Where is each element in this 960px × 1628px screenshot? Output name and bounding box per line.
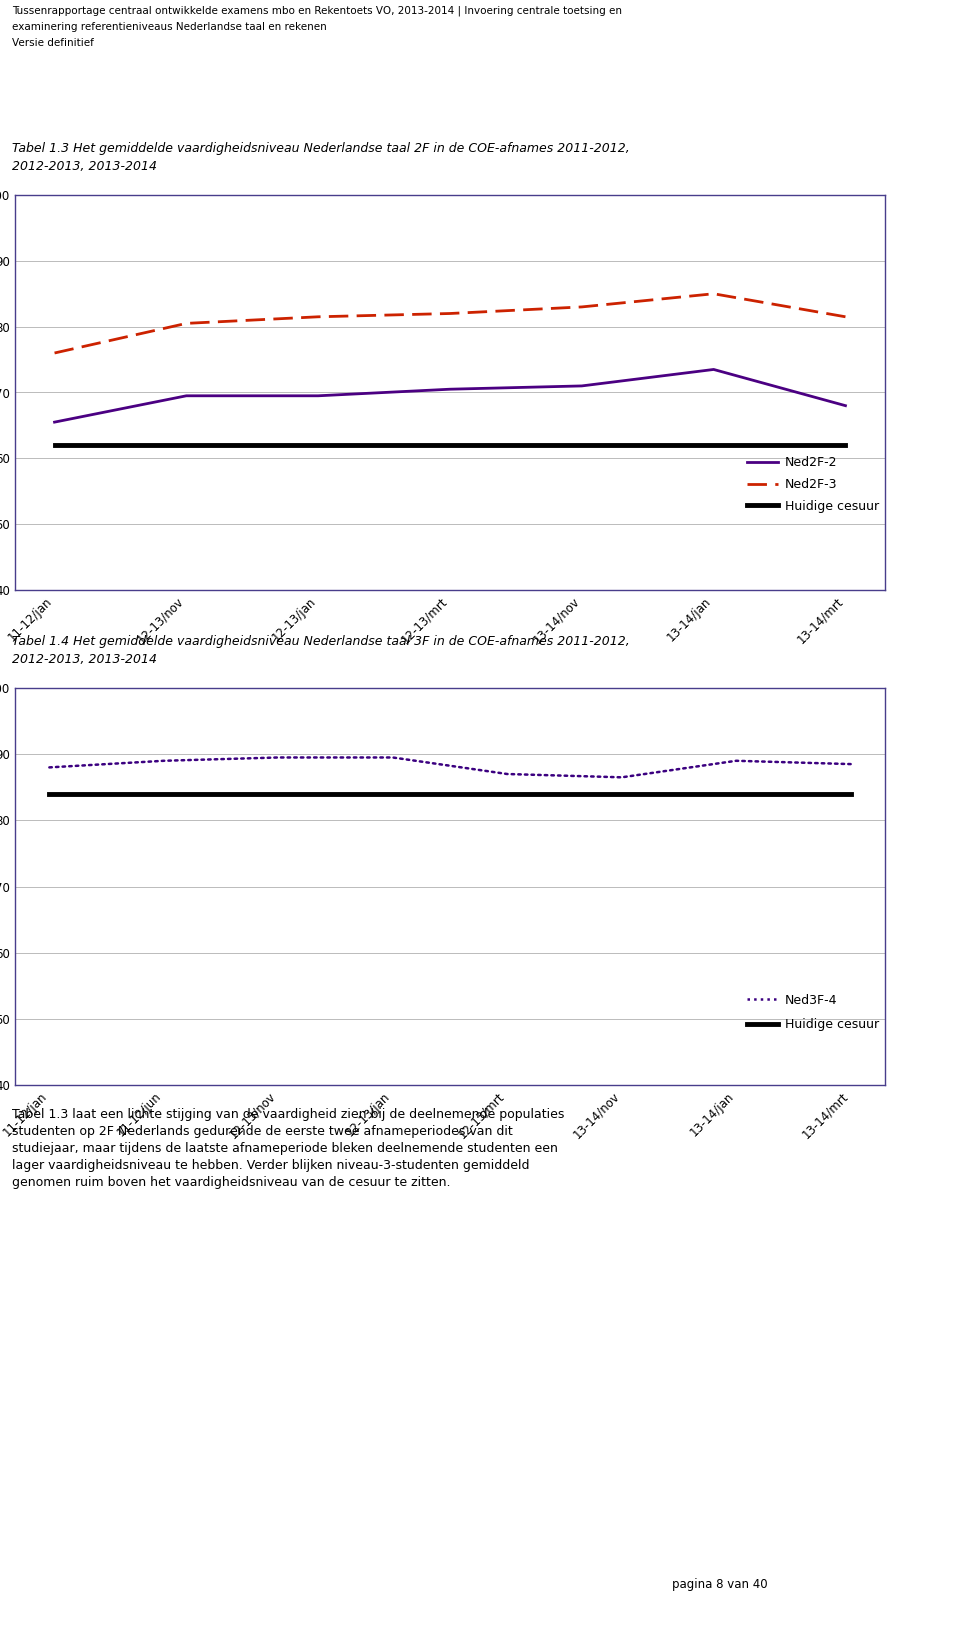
- Text: lager vaardigheidsniveau te hebben. Verder blijken niveau-3-studenten gemiddeld: lager vaardigheidsniveau te hebben. Verd…: [12, 1159, 530, 1172]
- Text: examinering referentieniveaus Nederlandse taal en rekenen: examinering referentieniveaus Nederlands…: [12, 23, 327, 33]
- Text: studiejaar, maar tijdens de laatste afnameperiode bleken deelnemende studenten e: studiejaar, maar tijdens de laatste afna…: [12, 1141, 559, 1154]
- Text: studenten op 2F Nederlands gedurende de eerste twee afnameperiodes van dit: studenten op 2F Nederlands gedurende de …: [12, 1125, 514, 1138]
- Legend: Ned2F-2, Ned2F-3, Huidige cesuur: Ned2F-2, Ned2F-3, Huidige cesuur: [747, 456, 878, 513]
- Text: Tabel 1.3 Het gemiddelde vaardigheidsniveau Nederlandse taal 2F in de COE-afname: Tabel 1.3 Het gemiddelde vaardigheidsniv…: [12, 142, 630, 155]
- Text: Tussenrapportage centraal ontwikkelde examens mbo en Rekentoets VO, 2013-2014 | : Tussenrapportage centraal ontwikkelde ex…: [12, 7, 622, 16]
- Text: Versie definitief: Versie definitief: [12, 37, 94, 47]
- Text: Tabel 1.3 laat een lichte stijging van de vaardigheid zien bij de deelnemende po: Tabel 1.3 laat een lichte stijging van d…: [12, 1109, 564, 1122]
- Legend: Ned3F-4, Huidige cesuur: Ned3F-4, Huidige cesuur: [747, 993, 878, 1031]
- Text: pagina 8 van 40: pagina 8 van 40: [672, 1578, 768, 1591]
- Text: 2012-2013, 2013-2014: 2012-2013, 2013-2014: [12, 160, 157, 173]
- Text: genomen ruim boven het vaardigheidsniveau van de cesuur te zitten.: genomen ruim boven het vaardigheidsnivea…: [12, 1175, 451, 1188]
- Text: Tabel 1.4 Het gemiddelde vaardigheidsniveau Nederlandse taal 3F in de COE-afname: Tabel 1.4 Het gemiddelde vaardigheidsniv…: [12, 635, 630, 648]
- Text: 2012-2013, 2013-2014: 2012-2013, 2013-2014: [12, 653, 157, 666]
